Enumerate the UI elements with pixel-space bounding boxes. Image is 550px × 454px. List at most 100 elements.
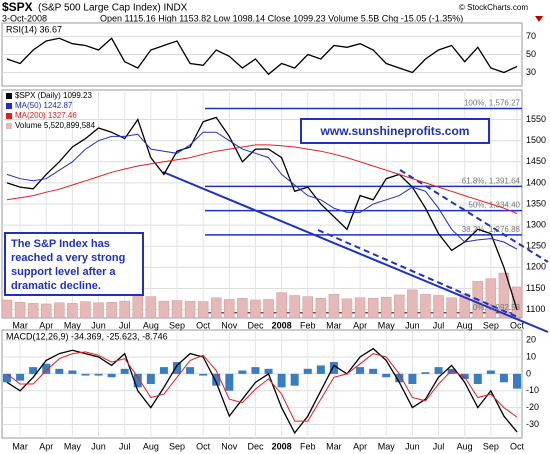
volume-bar bbox=[1, 299, 13, 319]
trend-line bbox=[162, 171, 549, 333]
x-tick-label: Apr bbox=[353, 320, 367, 330]
series-line bbox=[6, 37, 518, 76]
volume-bar bbox=[80, 301, 91, 319]
series-line bbox=[6, 131, 518, 250]
x-tick-label: Mar bbox=[326, 320, 342, 330]
fib-label: 61.8%, 1,391.64 bbox=[462, 177, 521, 186]
histogram-bar bbox=[68, 370, 77, 374]
volume-bar bbox=[407, 289, 418, 319]
x-tick-label: May bbox=[64, 441, 82, 451]
histogram-bar bbox=[225, 373, 234, 391]
histogram-bar bbox=[212, 373, 221, 386]
volume-bar bbox=[158, 300, 170, 319]
histogram-bar bbox=[159, 367, 168, 374]
x-tick-label: Jun bbox=[91, 441, 106, 451]
x-tick-label: Feb bbox=[300, 441, 316, 451]
series-line bbox=[6, 347, 518, 435]
histogram-bar bbox=[316, 365, 325, 374]
volume-bar bbox=[145, 296, 157, 319]
volume-bar bbox=[14, 302, 26, 319]
y-tick-label: 1100 bbox=[526, 304, 545, 314]
volume-bar bbox=[315, 298, 327, 319]
histogram-bar bbox=[434, 367, 443, 374]
x-tick-label: Jul bbox=[119, 441, 131, 451]
x-tick-label: Sep bbox=[483, 441, 499, 451]
x-tick-label: Aug bbox=[457, 320, 473, 330]
histogram-bar bbox=[94, 373, 103, 376]
x-tick-label: Apr bbox=[39, 441, 53, 451]
support-note: The S&P Index has reached a very strong … bbox=[4, 232, 144, 296]
histogram-bar bbox=[173, 362, 181, 374]
series-line bbox=[6, 116, 518, 311]
histogram-bar bbox=[120, 368, 129, 374]
fib-label: 100%, 1,576.27 bbox=[464, 99, 521, 108]
y-tick-label: 70 bbox=[526, 31, 536, 41]
histogram-bar bbox=[133, 373, 142, 388]
histogram-bar bbox=[369, 368, 378, 374]
x-tick-label: Apr bbox=[39, 320, 53, 330]
x-tick-label: Dec bbox=[247, 441, 264, 451]
volume-bar bbox=[302, 296, 314, 319]
legend-label: MA(200) 1327.46 bbox=[15, 111, 77, 120]
x-tick-label: Jun bbox=[405, 441, 420, 451]
x-tick-label: Oct bbox=[510, 441, 525, 451]
volume-bar bbox=[210, 297, 222, 319]
series-line bbox=[6, 144, 518, 214]
volume-bar bbox=[132, 294, 144, 319]
x-tick-label: Aug bbox=[143, 320, 159, 330]
histogram-bar bbox=[3, 373, 11, 383]
legend-swatch bbox=[6, 113, 12, 119]
volume-bar bbox=[394, 294, 405, 319]
x-tick-label: Aug bbox=[457, 441, 473, 451]
histogram-bar bbox=[81, 373, 90, 376]
histogram-bar bbox=[186, 367, 195, 374]
histogram-bar bbox=[395, 373, 404, 383]
x-tick-label: Jul bbox=[433, 441, 445, 451]
volume-bar bbox=[106, 302, 117, 319]
y-tick-label: 20 bbox=[526, 335, 536, 345]
histogram-bar bbox=[486, 370, 495, 374]
volume-bar bbox=[354, 297, 366, 319]
x-tick-label: Jul bbox=[433, 320, 445, 330]
x-tick-label: Nov bbox=[221, 441, 238, 451]
volume-bar bbox=[485, 278, 497, 319]
histogram-bar bbox=[107, 373, 116, 378]
volume-bar bbox=[171, 300, 183, 319]
histogram-bar bbox=[408, 373, 417, 384]
fib-label: 38.2%, 1,276.88 bbox=[462, 225, 521, 234]
y-tick-label: 1400 bbox=[526, 177, 546, 187]
x-tick-label: Oct bbox=[510, 320, 525, 330]
volume-bar bbox=[237, 298, 248, 319]
y-tick-label: 50 bbox=[526, 49, 536, 59]
volume-bar bbox=[367, 298, 379, 319]
volume-bar bbox=[27, 303, 39, 319]
volume-bar bbox=[380, 296, 392, 319]
x-tick-label: Jun bbox=[91, 320, 106, 330]
volume-bar bbox=[184, 300, 196, 319]
date: 3-Oct-2008 bbox=[2, 13, 47, 23]
volume-bar bbox=[341, 298, 353, 319]
x-tick-label: Sep bbox=[483, 320, 499, 330]
x-tick-label: May bbox=[378, 441, 396, 451]
x-tick-label: Oct bbox=[196, 320, 211, 330]
volume-bar bbox=[511, 286, 523, 319]
volume-bar bbox=[289, 295, 300, 319]
histogram-bar bbox=[199, 373, 208, 376]
x-tick-label: Feb bbox=[300, 320, 316, 330]
x-tick-label: Oct bbox=[196, 441, 211, 451]
histogram-bar bbox=[329, 362, 338, 374]
x-tick-label: Mar bbox=[12, 320, 28, 330]
y-tick-label: 10 bbox=[526, 351, 536, 361]
volume-bar bbox=[197, 301, 209, 319]
histogram-bar bbox=[146, 373, 155, 384]
legend-swatch bbox=[6, 93, 12, 99]
x-tick-label: May bbox=[378, 320, 396, 330]
quote: Open 1115.16 High 1153.82 Low 1098.14 Cl… bbox=[100, 13, 463, 23]
y-tick-label: 1550 bbox=[526, 114, 546, 124]
x-tick-label: Apr bbox=[353, 441, 367, 451]
x-tick-label: Jul bbox=[119, 320, 131, 330]
volume-bar bbox=[446, 297, 457, 319]
histogram-bar bbox=[382, 373, 391, 378]
panel-title: MACD(12,26,9) -34.369, -25.623, -8.746 bbox=[6, 331, 168, 341]
